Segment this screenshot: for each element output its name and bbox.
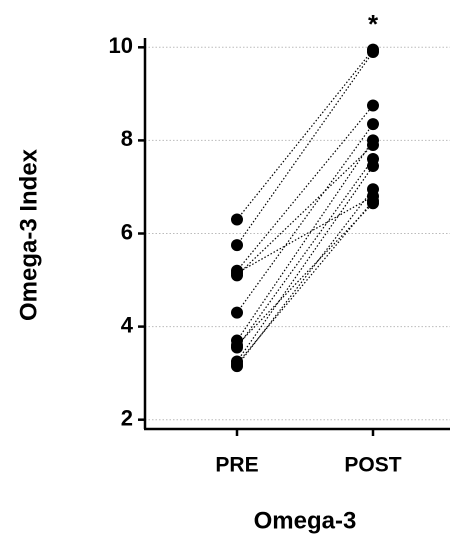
dot	[367, 118, 379, 131]
dot	[367, 160, 379, 173]
pair-line	[236, 188, 374, 367]
dot	[231, 306, 243, 319]
dot	[367, 194, 379, 207]
pair-line	[236, 158, 374, 348]
y-tick-label: 4	[121, 312, 134, 337]
pair-line	[236, 144, 374, 276]
x-axis-label: Omega-3	[254, 507, 357, 534]
y-tick-label: 8	[121, 126, 133, 151]
dot	[367, 45, 379, 58]
dot	[231, 239, 243, 252]
annotation: *	[368, 9, 379, 39]
dot	[367, 134, 379, 147]
x-tick-label: POST	[344, 454, 401, 477]
pair-line	[236, 165, 374, 362]
dot	[231, 267, 243, 280]
y-axis-label: Omega-3 Index	[15, 148, 42, 321]
y-tick-label: 6	[121, 219, 133, 244]
pair-line	[236, 105, 374, 272]
dot	[231, 213, 243, 226]
dot	[231, 357, 243, 370]
dot	[367, 99, 379, 112]
pair-line	[236, 195, 374, 274]
y-tick-label: 2	[121, 406, 133, 431]
x-tick-label: PRE	[215, 454, 258, 477]
pair-line	[236, 123, 374, 313]
pair-line	[236, 140, 374, 341]
pair-line	[236, 51, 374, 246]
dot	[367, 183, 379, 196]
dot	[231, 339, 243, 352]
pair-line	[236, 49, 374, 220]
y-tick-label: 10	[109, 33, 133, 58]
pair-line	[236, 200, 374, 365]
pair-line	[236, 202, 374, 346]
